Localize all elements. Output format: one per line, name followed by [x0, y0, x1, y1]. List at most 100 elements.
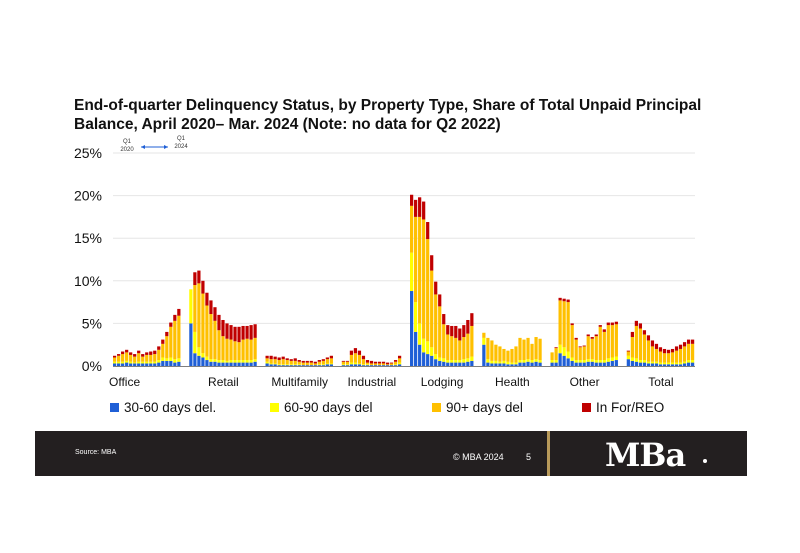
bar-retail-16-s90plus [249, 339, 253, 361]
delinquency-chart: 0% 5% 10% 15% 20% 25% Office Retail Multifamily… [74, 136, 695, 389]
bar-office-13-s30_60 [161, 360, 165, 366]
bar-health-6-s30_60 [502, 363, 506, 366]
bar-lodging-7-s30_60 [434, 359, 438, 366]
bar-total-11-s90plus [666, 353, 671, 363]
bar-office-8-s60_90 [141, 361, 145, 364]
y-tick-label: 25% [74, 145, 102, 161]
bar-industrial-10-s30_60 [377, 365, 382, 366]
bar-retail-11-reo [229, 325, 233, 340]
bar-retail-13-s30_60 [237, 362, 241, 366]
bar-other-6-s30_60 [570, 360, 574, 366]
bar-lodging-7-reo [434, 281, 438, 295]
bar-industrial-4-s30_60 [353, 364, 358, 366]
bar-total-3-s90plus [634, 325, 638, 359]
bar-office-1-s60_90 [113, 361, 117, 364]
bar-office-15-s60_90 [169, 357, 173, 361]
bar-industrial-6-s30_60 [361, 365, 366, 366]
bar-office-9-s30_60 [145, 363, 149, 366]
bar-multifamily-13-s30_60 [313, 365, 317, 366]
bar-multifamily-16-s90plus [325, 359, 329, 364]
bar-office-8-reo [141, 354, 145, 357]
bar-industrial-6-s60_90 [361, 364, 366, 366]
bar-lodging-6-s30_60 [430, 355, 434, 366]
bar-industrial-2-s90plus [345, 361, 350, 365]
legend-swatch [432, 403, 441, 412]
bar-industrial-6-s90plus [361, 359, 366, 365]
legend-item-s60_90: 60-90 days del [270, 400, 373, 415]
footer-page-number: 5 [526, 452, 532, 462]
bar-other-7-s90plus [574, 339, 578, 361]
bar-other-1-s30_60 [550, 362, 554, 366]
bar-health-3-s30_60 [490, 363, 494, 366]
bar-office-5-s90plus [129, 354, 133, 362]
bar-industrial-1-s60_90 [341, 364, 345, 366]
bar-lodging-5-s60_90 [426, 341, 430, 355]
bar-total-14-s30_60 [678, 364, 683, 366]
bar-health-10-s30_60 [518, 362, 522, 366]
bar-office-10-s90plus [149, 354, 153, 362]
bar-total-16-s60_90 [686, 360, 691, 363]
bar-industrial-13-reo [389, 362, 394, 364]
legend-label: 60-90 days del [284, 400, 373, 415]
bar-other-6-s60_90 [570, 357, 574, 361]
bar-multifamily-15-s60_90 [321, 364, 325, 366]
bar-multifamily-7-s90plus [289, 360, 293, 365]
bar-lodging-15-reo [466, 319, 470, 334]
bar-total-12-reo [670, 348, 675, 353]
y-tick-label: 0% [82, 358, 102, 374]
bar-other-6-reo [570, 323, 574, 326]
bar-retail-6-s90plus [209, 314, 213, 360]
bar-industrial-14-reo [393, 360, 398, 362]
bar-industrial-8-s90plus [369, 363, 374, 366]
bar-retail-4-s30_60 [201, 357, 205, 366]
bar-retail-5-reo [205, 292, 209, 306]
bar-retail-15-s60_90 [245, 360, 249, 363]
bar-total-6-s30_60 [646, 363, 651, 366]
bar-retail-9-s30_60 [221, 362, 225, 366]
y-tick-label: 10% [74, 273, 102, 289]
bar-total-2-s30_60 [630, 360, 634, 366]
bar-multifamily-10-s90plus [301, 362, 305, 366]
bar-retail-8-s60_90 [217, 360, 221, 363]
bar-retail-4-reo [201, 280, 205, 294]
bar-lodging-9-s30_60 [442, 361, 446, 366]
bar-health-7-s90plus [506, 350, 510, 362]
bar-other-10-s60_90 [586, 359, 590, 362]
bar-health-7-s30_60 [506, 364, 510, 366]
bar-lodging-8-s30_60 [438, 360, 442, 366]
bar-office-13-s60_90 [161, 357, 165, 361]
bar-retail-5-s30_60 [205, 360, 209, 366]
bar-retail-10-s60_90 [225, 360, 229, 363]
bar-retail-3-s60_90 [197, 347, 201, 356]
bar-other-3-s60_90 [558, 344, 562, 354]
footer: Source: MBA © MBA 2024 5 MBa [35, 431, 747, 476]
bar-total-4-s60_90 [638, 360, 643, 363]
bar-lodging-9-s90plus [442, 324, 446, 359]
footer-divider [547, 431, 550, 476]
bar-retail-14-reo [241, 325, 245, 340]
bar-health-6-s60_90 [502, 360, 506, 364]
bar-other-7-reo [574, 337, 578, 340]
bar-office-16-reo [173, 314, 177, 321]
bar-total-1-s30_60 [626, 359, 630, 366]
bar-health-14-s90plus [534, 337, 538, 360]
bar-other-12-s90plus [594, 336, 598, 361]
bar-health-14-s30_60 [534, 361, 538, 366]
annotation-end-year: 2024 [174, 144, 188, 150]
bar-health-9-s60_90 [514, 362, 518, 365]
bar-multifamily-17-s30_60 [329, 364, 333, 366]
bar-industrial-7-s90plus [365, 362, 370, 365]
bar-industrial-12-s30_60 [385, 365, 390, 366]
bar-other-13-s90plus [598, 326, 602, 361]
bar-office-5-s30_60 [129, 363, 133, 366]
bar-industrial-5-s30_60 [357, 364, 362, 366]
bar-other-8-s30_60 [578, 362, 582, 366]
bar-industrial-2-s60_90 [345, 364, 350, 366]
bar-industrial-12-reo [385, 362, 390, 365]
bar-other-17-s90plus [614, 324, 618, 357]
x-category-label: Lodging [421, 375, 464, 389]
bar-industrial-3-s30_60 [349, 364, 354, 366]
bar-office-16-s90plus [173, 320, 177, 360]
bar-other-11-s60_90 [590, 359, 594, 362]
x-category-label: Other [570, 375, 600, 389]
